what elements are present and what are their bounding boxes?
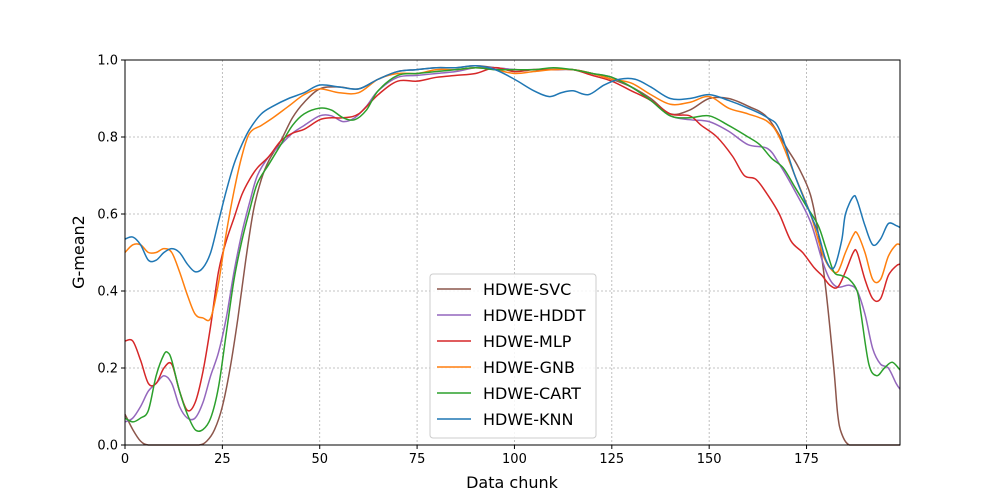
legend-label-hdwe-svc: HDWE-SVC (483, 280, 571, 299)
legend-label-hdwe-cart: HDWE-CART (483, 384, 581, 403)
legend-entries: HDWE-SVC HDWE-HDDT HDWE-MLP HDWE-GNB HDWE-CA… (437, 280, 586, 429)
y-axis-label: G-mean2 (69, 215, 88, 289)
series-line-hdwe-mlp (124, 66, 901, 412)
x-axis-label: Data chunk (466, 473, 559, 492)
legend-label-hdwe-gnb: HDWE-GNB (483, 358, 575, 377)
legend-label-hdwe-mlp: HDWE-MLP (483, 332, 572, 351)
series-line-hdwe-knn (124, 64, 901, 273)
legend-label-hdwe-hddt: HDWE-HDDT (483, 306, 586, 325)
x-tick-label: 125 (599, 452, 624, 467)
legend-label-hdwe-knn: HDWE-KNN (483, 410, 573, 429)
legend-box (429, 273, 597, 439)
x-tick-label: 175 (794, 452, 819, 467)
x-tick-label: 75 (409, 452, 426, 467)
series-line-hdwe-cart (124, 66, 901, 433)
y-tick-label: 0.8 (97, 131, 118, 146)
y-tick-label: 0.2 (97, 362, 118, 377)
y-axis-ticks: 0.0 0.2 0.4 0.6 0.8 1.0 (97, 54, 125, 454)
y-tick-label: 1.0 (97, 54, 118, 69)
y-tick-label: 0.0 (97, 439, 118, 454)
y-tick-label: 0.6 (97, 208, 118, 223)
plot-area-frame (124, 59, 901, 446)
x-tick-label: 50 (311, 452, 328, 467)
series-line-hdwe-hddt (124, 66, 901, 423)
series-group (124, 64, 901, 446)
x-axis-ticks: 0 25 50 75 100 125 150 175 (121, 445, 819, 467)
x-tick-label: 150 (697, 452, 722, 467)
legend: HDWE-SVC HDWE-HDDT HDWE-MLP HDWE-GNB HDWE-CA… (429, 273, 597, 439)
x-tick-label: 0 (121, 452, 129, 467)
y-tick-label: 0.4 (97, 285, 118, 300)
x-tick-label: 25 (214, 452, 231, 467)
x-tick-label: 100 (502, 452, 527, 467)
